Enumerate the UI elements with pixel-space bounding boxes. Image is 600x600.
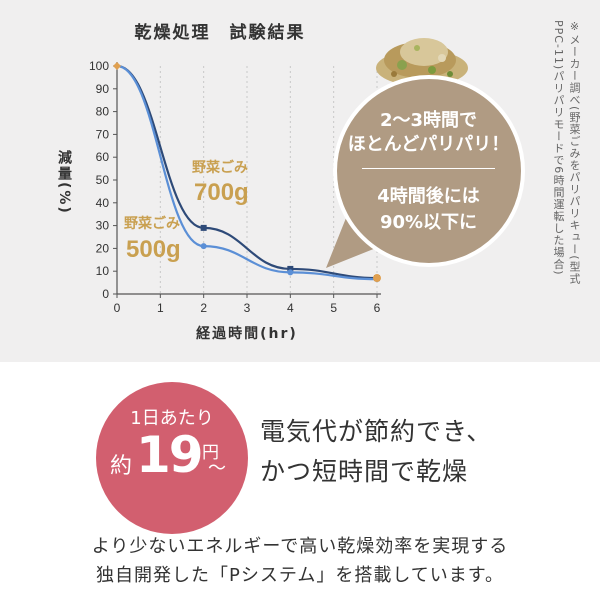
footnote-column-1: ※メーカー調べ(野菜ごみをパリパリキュー(型式 (568, 20, 581, 285)
x-axis-label: 経過時間(hr) (196, 325, 298, 342)
footnote-column-2: PPC-11)パリパリモードで6時間運転した場合) (552, 20, 565, 276)
bubble-divider (362, 168, 495, 169)
y-tick-label-50: 50 (96, 173, 110, 187)
series-700-label-prefix: 野菜ごみ (192, 159, 248, 175)
x-tick-label-5: 5 (330, 301, 337, 315)
series-700-label-value: 700g (194, 179, 249, 206)
y-tick-label-100: 100 (89, 59, 109, 73)
data-point-500g-2 (200, 243, 207, 250)
bubble-line-1: 2～3時間で (379, 110, 478, 131)
series-500-label-prefix: 野菜ごみ (124, 215, 180, 231)
promo-headline-2: かつ短時間で乾燥 (260, 457, 469, 486)
series-line-500g (116, 64, 378, 281)
data-point-700g-2 (200, 224, 207, 231)
bubble-line-3: 4時間後には (377, 186, 480, 207)
chart-axes: 0 10 20 30 40 50 60 70 80 90 100 0 1 2 3 4 5 6 (89, 59, 381, 315)
series-500-label-value: 500g (126, 236, 181, 263)
x-tick-label-2: 2 (200, 301, 207, 315)
cost-badge-per-day: 1日あたり (130, 408, 214, 429)
y-tick-label-80: 80 (96, 105, 110, 119)
cost-badge-unit: 円 (202, 443, 219, 463)
promo-headline-1: 電気代が節約でき、 (260, 417, 493, 446)
x-tick-label-3: 3 (244, 301, 251, 315)
series-line-700g (116, 64, 378, 280)
y-tick-label-60: 60 (96, 150, 110, 164)
chart-series (113, 62, 381, 283)
speech-bubble: 2～3時間で ほとんどパリパリ！ 4時間後には 90%以下に (326, 68, 531, 273)
y-tick-label-10: 10 (96, 264, 110, 278)
y-tick-label-40: 40 (96, 196, 110, 210)
x-tick-label-1: 1 (157, 301, 164, 315)
bubble-line-4: 90%以下に (379, 212, 478, 233)
y-tick-label-70: 70 (96, 127, 110, 141)
x-tick-label-4: 4 (287, 301, 294, 315)
description-line-2: 独自開発した「Pシステム」を搭載しています。 (96, 565, 504, 586)
cost-badge: 1日あたり 約 19 円 ～ (96, 382, 248, 534)
y-tick-label-90: 90 (96, 82, 110, 96)
description-line-1: より少ないエネルギーで高い乾燥効率を実現する (91, 536, 509, 557)
x-tick-label-0: 0 (114, 301, 121, 315)
cost-badge-prefix: 約 (110, 454, 133, 479)
y-tick-label-20: 20 (96, 241, 110, 255)
chart-title: 乾燥処理 試験結果 (134, 23, 306, 43)
line-chart: 0 10 20 30 40 50 60 70 80 90 100 0 1 2 3 4 5 6 減量(%) 経過時間… (56, 59, 381, 342)
y-tick-label-0: 0 (102, 287, 109, 301)
y-tick-label-30: 30 (96, 219, 110, 233)
data-point-500g-4 (287, 269, 294, 276)
bubble-line-2: ほとんどパリパリ！ (347, 134, 510, 155)
x-tick-label-6: 6 (374, 301, 381, 315)
y-axis-label: 減量(%) (56, 149, 72, 215)
cost-badge-number: 19 (136, 426, 204, 484)
data-point-end (373, 274, 381, 283)
data-point-700g-4 (287, 265, 294, 272)
data-point-start (113, 62, 121, 70)
cost-badge-tilde: ～ (208, 458, 226, 479)
